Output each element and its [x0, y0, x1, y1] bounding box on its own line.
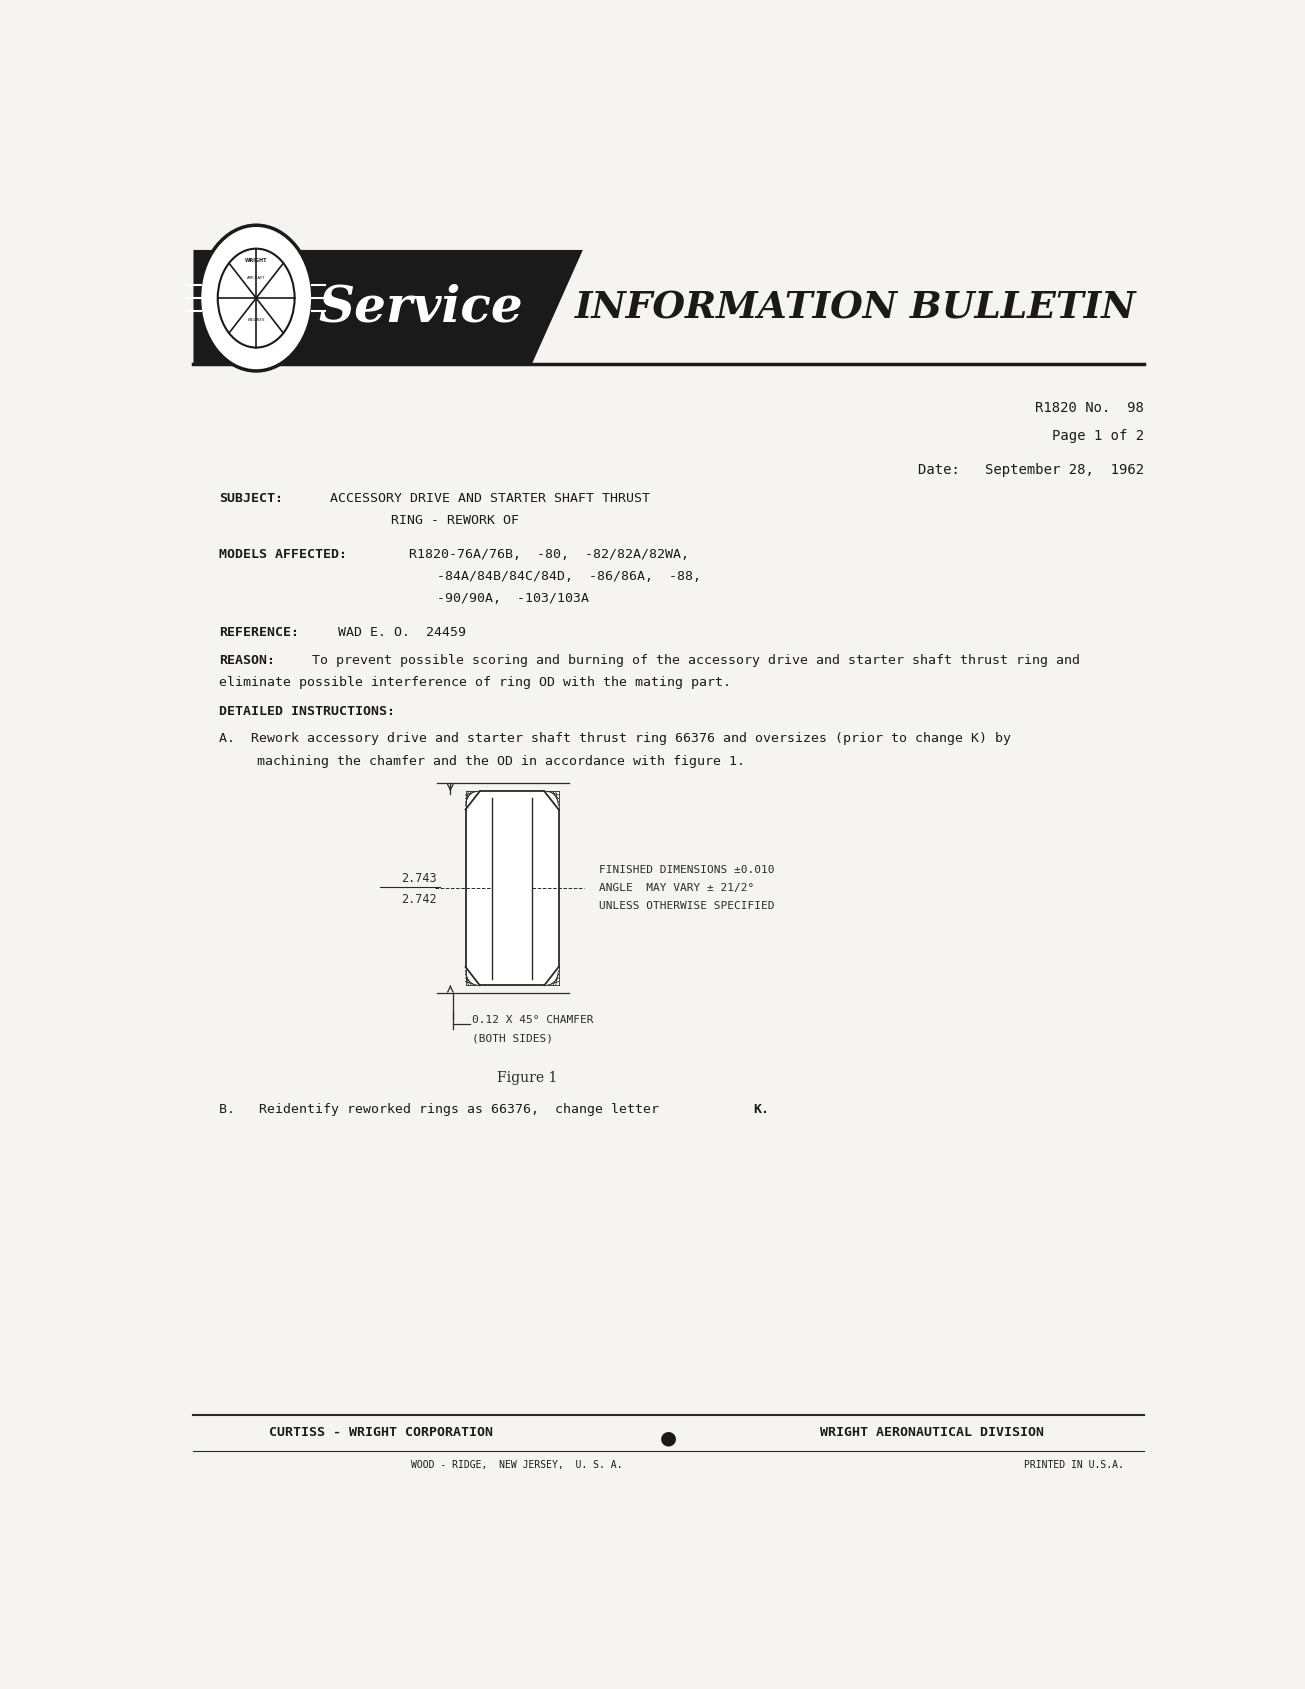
Text: WAD E. O.  24459: WAD E. O. 24459 — [338, 625, 466, 638]
Text: machining the chamfer and the OD in accordance with figure 1.: machining the chamfer and the OD in acco… — [257, 753, 745, 767]
Text: UNLESS OTHERWISE SPECIFIED: UNLESS OTHERWISE SPECIFIED — [599, 900, 775, 910]
Text: ENGINES: ENGINES — [248, 318, 265, 321]
Text: INFORMATION BULLETIN: INFORMATION BULLETIN — [576, 289, 1137, 326]
Circle shape — [200, 226, 313, 372]
Text: WRIGHT: WRIGHT — [245, 257, 268, 262]
Text: ●: ● — [660, 1427, 677, 1447]
Text: REFERENCE:: REFERENCE: — [219, 625, 299, 638]
Text: RING - REWORK OF: RING - REWORK OF — [390, 513, 518, 527]
Text: K.: K. — [753, 1103, 769, 1116]
Text: ACCESSORY DRIVE AND STARTER SHAFT THRUST: ACCESSORY DRIVE AND STARTER SHAFT THRUST — [330, 491, 650, 505]
Text: ANGLE  MAY VARY ± 21/2°: ANGLE MAY VARY ± 21/2° — [599, 882, 754, 892]
Text: -90/90A,  -103/103A: -90/90A, -103/103A — [437, 591, 590, 605]
Text: A.  Rework accessory drive and starter shaft thrust ring 66376 and oversizes (pr: A. Rework accessory drive and starter sh… — [219, 731, 1011, 745]
Text: B.   Reidentify reworked rings as 66376,  change letter: B. Reidentify reworked rings as 66376, c… — [219, 1103, 667, 1116]
Text: SUBJECT:: SUBJECT: — [219, 491, 283, 505]
Bar — [466, 792, 559, 986]
Text: R1820-76A/76B,  -80,  -82/82A/82WA,: R1820-76A/76B, -80, -82/82A/82WA, — [408, 547, 689, 561]
Polygon shape — [193, 250, 583, 363]
Text: AIRCRAFT: AIRCRAFT — [247, 275, 265, 280]
Text: MODELS AFFECTED:: MODELS AFFECTED: — [219, 547, 347, 561]
Text: Page 1 of 2: Page 1 of 2 — [1052, 429, 1144, 443]
Text: eliminate possible interference of ring OD with the mating part.: eliminate possible interference of ring … — [219, 676, 731, 689]
Text: REASON:: REASON: — [219, 654, 275, 667]
Text: (BOTH SIDES): (BOTH SIDES) — [471, 1032, 552, 1042]
Text: DETAILED INSTRUCTIONS:: DETAILED INSTRUCTIONS: — [219, 704, 394, 718]
Text: WOOD - RIDGE,  NEW JERSEY,  U. S. A.: WOOD - RIDGE, NEW JERSEY, U. S. A. — [411, 1459, 622, 1469]
Text: 0.12 X 45° CHAMFER: 0.12 X 45° CHAMFER — [471, 1015, 592, 1025]
Text: CURTISS - WRIGHT CORPORATION: CURTISS - WRIGHT CORPORATION — [269, 1426, 492, 1437]
Text: Service: Service — [318, 284, 523, 333]
Text: Figure 1: Figure 1 — [497, 1071, 557, 1084]
Text: WRIGHT AERONAUTICAL DIVISION: WRIGHT AERONAUTICAL DIVISION — [820, 1426, 1044, 1437]
Text: FINISHED DIMENSIONS ±0.010: FINISHED DIMENSIONS ±0.010 — [599, 865, 775, 875]
Text: 2.742: 2.742 — [402, 892, 437, 905]
Text: R1820 No.  98: R1820 No. 98 — [1035, 400, 1144, 414]
Text: PRINTED IN U.S.A.: PRINTED IN U.S.A. — [1024, 1459, 1124, 1469]
Text: -84A/84B/84C/84D,  -86/86A,  -88,: -84A/84B/84C/84D, -86/86A, -88, — [437, 569, 701, 583]
Text: 2.743: 2.743 — [402, 872, 437, 885]
Text: To prevent possible scoring and burning of the accessory drive and starter shaft: To prevent possible scoring and burning … — [312, 654, 1079, 667]
Text: Date:   September 28,  1962: Date: September 28, 1962 — [917, 463, 1144, 476]
